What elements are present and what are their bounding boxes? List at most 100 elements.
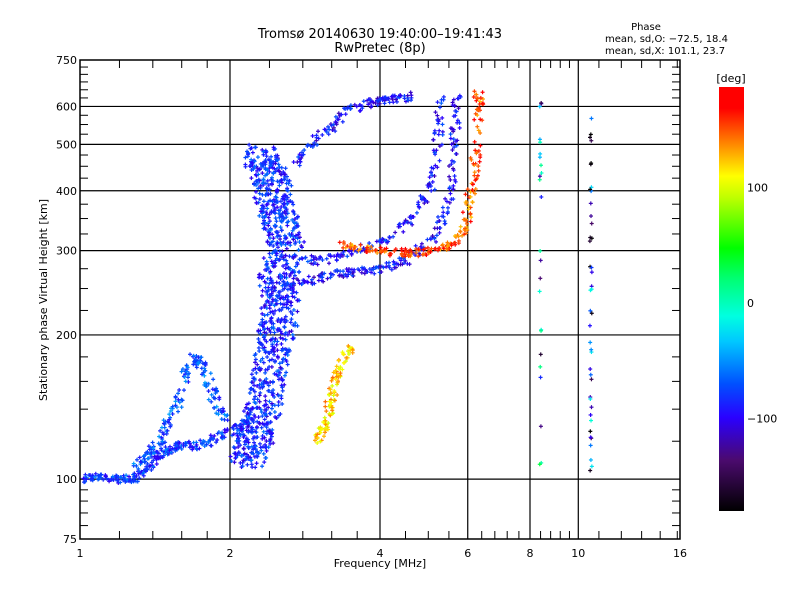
data-point <box>257 421 262 426</box>
data-point <box>286 219 291 224</box>
data-point <box>157 434 162 439</box>
data-point <box>264 268 269 273</box>
data-point <box>284 197 289 202</box>
data-point <box>231 432 236 437</box>
data-point <box>264 376 269 381</box>
data-point <box>280 360 285 365</box>
data-point <box>278 172 283 177</box>
data-point <box>262 326 267 331</box>
data-point <box>290 270 295 275</box>
data-point <box>258 445 263 450</box>
data-point <box>214 411 219 416</box>
data-point <box>260 385 265 390</box>
data-point <box>272 223 277 228</box>
data-point <box>267 292 272 297</box>
data-point <box>260 311 265 316</box>
data-point <box>208 371 213 376</box>
data-point <box>438 225 443 230</box>
data-point <box>252 389 257 394</box>
data-point <box>449 197 454 202</box>
data-point <box>270 251 275 256</box>
data-point <box>137 455 142 460</box>
data-point <box>264 339 269 344</box>
data-point <box>273 358 278 363</box>
data-point <box>194 362 199 367</box>
data-point <box>291 256 296 261</box>
data-point <box>286 181 291 186</box>
grid-lines <box>80 60 680 539</box>
data-point <box>258 358 263 363</box>
data-point <box>444 199 449 204</box>
data-point <box>297 269 302 274</box>
data-point <box>283 253 288 258</box>
data-point <box>263 398 268 403</box>
data-point <box>246 440 251 445</box>
data-point <box>295 298 300 303</box>
data-point <box>237 451 242 456</box>
data-point <box>145 461 150 466</box>
data-point <box>197 446 202 451</box>
data-point <box>291 202 296 207</box>
data-point <box>274 200 279 205</box>
data-point <box>270 427 275 432</box>
data-point <box>177 440 182 445</box>
data-point <box>297 230 302 235</box>
data-point <box>283 320 288 325</box>
data-point <box>284 302 289 307</box>
data-point <box>371 267 376 272</box>
data-point <box>276 245 281 250</box>
data-point <box>454 143 459 148</box>
data-point <box>267 231 272 236</box>
data-point <box>265 381 270 386</box>
data-point <box>123 479 128 484</box>
data-point <box>270 393 275 398</box>
data-point <box>266 405 271 410</box>
data-point <box>291 286 296 291</box>
data-point <box>271 441 276 446</box>
data-point <box>263 181 268 186</box>
data-point <box>331 272 336 277</box>
data-point <box>268 419 273 424</box>
data-point <box>284 351 289 356</box>
data-point <box>241 458 246 463</box>
data-point <box>251 368 256 373</box>
data-point <box>267 328 272 333</box>
data-point <box>367 267 372 272</box>
data-point <box>118 480 123 485</box>
data-point <box>236 445 241 450</box>
data-point <box>180 367 185 372</box>
data-point <box>276 377 281 382</box>
data-point <box>288 266 293 271</box>
data-point <box>177 387 182 392</box>
data-point <box>290 228 295 233</box>
data-point <box>445 205 450 210</box>
data-point <box>253 401 258 406</box>
data-point <box>176 397 181 402</box>
data-point <box>291 276 296 281</box>
data-point <box>263 303 268 308</box>
data-point <box>280 283 285 288</box>
data-point <box>256 451 261 456</box>
data-point <box>286 294 291 299</box>
data-point <box>267 236 272 241</box>
data-point <box>260 171 265 176</box>
data-point <box>261 422 266 427</box>
data-point <box>280 336 285 341</box>
data-point <box>90 476 95 481</box>
data-point <box>170 404 175 409</box>
data-point <box>255 384 260 389</box>
data-point <box>290 217 295 222</box>
data-point <box>277 272 282 277</box>
data-point <box>280 401 285 406</box>
data-point <box>270 165 275 170</box>
data-point <box>279 317 284 322</box>
data-point <box>275 369 280 374</box>
data-point <box>206 397 211 402</box>
data-point <box>302 239 307 244</box>
data-point <box>288 300 293 305</box>
data-point <box>256 415 261 420</box>
data-point <box>232 422 237 427</box>
data-point <box>124 473 129 478</box>
data-point <box>260 436 265 441</box>
axis-ticks <box>80 60 680 539</box>
